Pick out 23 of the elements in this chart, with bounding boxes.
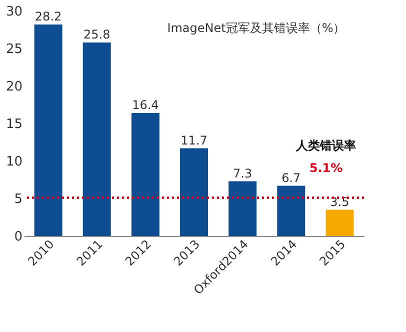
y-tick-label: 0 <box>14 230 22 244</box>
data-label: 28.2 <box>34 10 62 24</box>
y-tick-label: 15 <box>6 117 22 132</box>
bar <box>34 24 62 236</box>
y-tick-label: 30 <box>6 4 22 20</box>
data-label: 25.8 <box>84 28 110 42</box>
annotation: 人类错误率 <box>295 138 356 152</box>
y-tick-label: 20 <box>6 80 22 94</box>
bar <box>277 186 306 236</box>
bar <box>131 113 160 236</box>
y-tick-label: 5 <box>14 192 22 207</box>
bar <box>228 181 257 236</box>
ref-line-label: 5.1% <box>309 160 343 175</box>
bar <box>82 42 111 236</box>
bar <box>326 210 354 236</box>
bar <box>180 148 208 236</box>
y-tick-label: 25 <box>6 42 22 57</box>
data-label: 11.7 <box>180 133 208 148</box>
data-label: 7.3 <box>233 166 252 180</box>
y-tick-label: 10 <box>6 154 22 170</box>
text: ImageNet冠军及其错误率（%） <box>167 21 346 35</box>
data-label: 6.7 <box>282 170 301 185</box>
data-label: 16.4 <box>132 98 159 112</box>
